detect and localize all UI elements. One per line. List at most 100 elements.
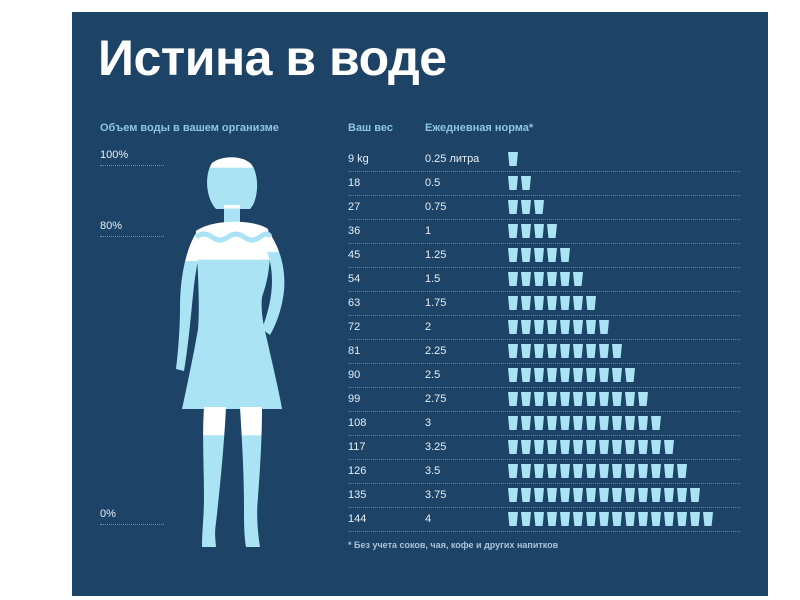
norm-column-header: Ежедневная норма*	[425, 122, 534, 134]
water-glass-icon	[547, 368, 557, 382]
water-glass-icon	[599, 464, 609, 478]
weight-value: 81	[348, 345, 361, 357]
glasses-group	[508, 272, 586, 287]
water-glass-icon	[573, 368, 583, 382]
glasses-group	[508, 416, 664, 431]
water-glass-icon	[534, 416, 544, 430]
water-glass-icon	[573, 440, 583, 454]
water-glass-icon	[599, 320, 609, 334]
water-glass-icon	[560, 296, 570, 310]
water-glass-icon	[508, 200, 518, 214]
water-glass-icon	[677, 512, 687, 526]
water-glass-icon	[521, 488, 531, 502]
level-80-label: 80%	[100, 220, 164, 237]
water-glass-icon	[521, 320, 531, 334]
glasses-group	[508, 368, 638, 383]
glasses-group	[508, 248, 573, 263]
water-glass-icon	[560, 368, 570, 382]
water-glass-icon	[534, 488, 544, 502]
water-glass-icon	[508, 440, 518, 454]
water-glass-icon	[534, 512, 544, 526]
water-glass-icon	[508, 248, 518, 262]
water-glass-icon	[651, 416, 661, 430]
weight-value: 54	[348, 273, 361, 285]
water-glass-icon	[534, 200, 544, 214]
water-glass-icon	[560, 248, 570, 262]
water-glass-icon	[612, 344, 622, 358]
water-glass-icon	[651, 488, 661, 502]
water-glass-icon	[521, 512, 531, 526]
water-glass-icon	[599, 416, 609, 430]
liters-value: 4	[425, 513, 432, 525]
liters-value: 2	[425, 321, 432, 333]
liters-value: 2.5	[425, 369, 441, 381]
water-glass-icon	[664, 464, 674, 478]
liters-value: 3.5	[425, 465, 441, 477]
weight-value: 27	[348, 201, 361, 213]
woman-silhouette-icon	[176, 157, 285, 547]
water-glass-icon	[521, 200, 531, 214]
table-row: 63 1.75	[348, 292, 740, 316]
water-glass-icon	[599, 368, 609, 382]
water-glass-icon	[534, 224, 544, 238]
water-glass-icon	[586, 368, 596, 382]
glasses-group	[508, 296, 599, 311]
water-glass-icon	[638, 416, 648, 430]
glasses-group	[508, 464, 690, 479]
weight-value: 108	[348, 417, 367, 429]
water-glass-icon	[573, 464, 583, 478]
glasses-group	[508, 488, 703, 503]
water-glass-icon	[508, 176, 518, 190]
water-glass-icon	[534, 296, 544, 310]
glasses-group	[508, 440, 677, 455]
water-glass-icon	[625, 392, 635, 406]
weight-value: 90	[348, 369, 361, 381]
water-glass-icon	[573, 512, 583, 526]
table-row: 54 1.5	[348, 268, 740, 292]
water-glass-icon	[547, 488, 557, 502]
table-row: 72 2	[348, 316, 740, 340]
water-glass-icon	[586, 464, 596, 478]
water-glass-icon	[547, 440, 557, 454]
weight-value: 117	[348, 441, 366, 453]
liters-value: 1.25	[425, 249, 447, 261]
water-glass-icon	[586, 512, 596, 526]
water-glass-icon	[586, 440, 596, 454]
glasses-group	[508, 152, 521, 167]
water-glass-icon	[573, 392, 583, 406]
water-glass-icon	[534, 392, 544, 406]
water-glass-icon	[612, 416, 622, 430]
water-glass-icon	[664, 488, 674, 502]
weight-value: 45	[348, 249, 361, 261]
water-glass-icon	[638, 392, 648, 406]
glasses-group	[508, 344, 625, 359]
water-glass-icon	[612, 512, 622, 526]
water-glass-icon	[534, 320, 544, 334]
water-glass-icon	[547, 272, 557, 286]
water-glass-icon	[508, 224, 518, 238]
level-0-label: 0%	[100, 508, 164, 525]
water-glass-icon	[534, 464, 544, 478]
water-glass-icon	[625, 488, 635, 502]
water-glass-icon	[651, 512, 661, 526]
weight-value: 36	[348, 225, 361, 237]
table-row: 99 2.75	[348, 388, 740, 412]
water-glass-icon	[547, 392, 557, 406]
water-glass-icon	[690, 488, 700, 502]
water-glass-icon	[638, 440, 648, 454]
water-glass-icon	[547, 296, 557, 310]
water-glass-icon	[573, 344, 583, 358]
water-glass-icon	[508, 272, 518, 286]
water-glass-icon	[573, 296, 583, 310]
table-row: 144 4	[348, 508, 740, 532]
liters-value: 3.75	[425, 489, 447, 501]
water-glass-icon	[625, 512, 635, 526]
water-glass-icon	[586, 488, 596, 502]
water-glass-icon	[547, 464, 557, 478]
water-glass-icon	[586, 296, 596, 310]
water-glass-icon	[573, 488, 583, 502]
water-glass-icon	[534, 248, 544, 262]
liters-value: 3	[425, 417, 432, 429]
water-glass-icon	[508, 464, 518, 478]
liters-value: 0.25 литра	[425, 153, 480, 165]
